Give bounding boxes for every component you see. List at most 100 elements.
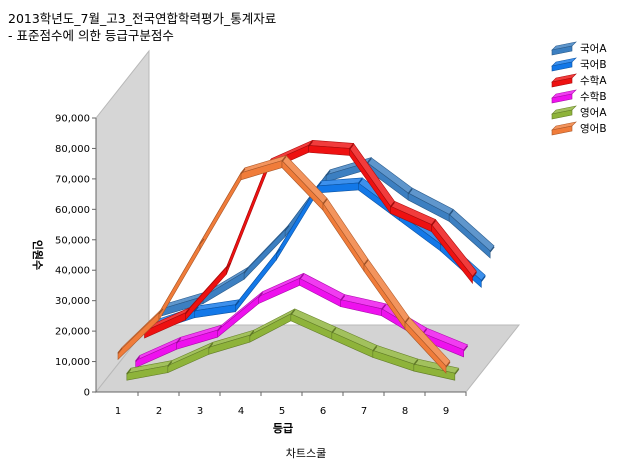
chart-axes (95, 118, 466, 393)
series-3 (144, 140, 477, 339)
data-point (217, 325, 223, 332)
legend-swatch (551, 109, 573, 120)
legend-label: 수학B (580, 91, 607, 103)
data-point (117, 348, 123, 354)
series-5 (126, 308, 460, 381)
x-tick-label: 4 (238, 406, 244, 417)
legend-label: 영어B (580, 123, 607, 135)
legend-label: 수학A (580, 75, 607, 87)
ribbon-face (431, 223, 473, 285)
legend-swatch (551, 93, 573, 104)
chart-title: 2013학년도_7월_고3_전국연합학력평가_통계자료 (8, 11, 277, 26)
data-point (372, 346, 378, 352)
data-point (193, 306, 199, 313)
legend-label: 국어B (580, 59, 607, 71)
chart-footer: 차트스쿨 (286, 447, 326, 460)
data-point (290, 309, 296, 316)
x-tick-label: 7 (361, 406, 367, 417)
legend-label: 영어A (580, 107, 607, 119)
y-axis-label: 인원수 (31, 240, 45, 270)
data-point (299, 273, 305, 280)
y-tick-label: 70,000 (55, 174, 90, 185)
data-point (363, 259, 369, 266)
x-tick-label: 5 (279, 406, 285, 417)
y-tick-label: 50,000 (55, 235, 90, 246)
data-point (226, 262, 231, 269)
legend-item: 수학B (551, 89, 607, 104)
y-tick-label: 0 (84, 388, 90, 399)
data-point (349, 144, 354, 150)
data-point (366, 158, 372, 164)
data-point (480, 275, 486, 282)
ribbon-face (448, 213, 491, 259)
data-point (340, 295, 346, 301)
data-point (381, 304, 387, 311)
data-point (404, 317, 410, 324)
legend-item: 국어B (551, 57, 607, 72)
legend-swatch (551, 61, 573, 72)
chart-series-group (117, 140, 495, 381)
data-point (281, 156, 287, 162)
ribbon-face (322, 202, 365, 273)
data-point (322, 198, 328, 205)
floor (94, 324, 521, 393)
legend-swatch (551, 125, 573, 136)
data-point (208, 342, 214, 349)
x-tick-label: 6 (320, 406, 326, 417)
chart-subtitle: - 표준점수에 의한 등급구분점수 (8, 28, 174, 43)
data-point (249, 330, 255, 337)
data-point (448, 210, 454, 216)
data-point (199, 238, 205, 245)
data-point (258, 292, 264, 298)
data-point (185, 308, 190, 315)
legend-item: 국어A (551, 41, 607, 56)
x-axis-ticks: 1 2 3 4 5 6 7 8 9 (115, 392, 467, 417)
data-point (167, 361, 173, 367)
y-tick-label: 90,000 (55, 114, 90, 125)
legend-swatch (551, 77, 573, 88)
y-tick-label: 30,000 (55, 296, 90, 307)
data-point (407, 188, 413, 195)
data-point (135, 356, 141, 362)
legend-item: 수학A (551, 73, 607, 88)
x-tick-label: 2 (156, 406, 162, 417)
data-point (454, 368, 460, 375)
data-point (126, 368, 132, 375)
ribbon-face (404, 321, 447, 374)
y-tick-label: 20,000 (55, 327, 90, 338)
legend-label: 국어A (580, 43, 607, 55)
ribbon-face (413, 363, 456, 381)
x-axis-label: 등급 (273, 422, 293, 435)
data-point (431, 220, 436, 226)
data-point (331, 327, 337, 334)
y-tick-label: 40,000 (55, 266, 90, 277)
legend-item: 영어B (551, 121, 607, 136)
data-point (489, 246, 495, 253)
legend: 국어A 국어B 수학A 수학B 영어A 영어B (551, 41, 607, 136)
y-axis-ticks: 0 10,000 20,000 30,000 40,000 50,000 60,000 70,… (55, 114, 96, 399)
y-tick-label: 80,000 (55, 144, 90, 155)
ribbon-top (448, 208, 495, 252)
y-tick-label: 10,000 (55, 357, 90, 368)
data-point (413, 359, 419, 366)
data-point (275, 248, 281, 255)
data-point (390, 201, 395, 208)
data-point (445, 361, 451, 368)
data-point (176, 337, 182, 344)
data-point (158, 308, 164, 315)
data-point (308, 141, 313, 147)
ribbon-top (322, 197, 369, 265)
data-point (316, 181, 322, 188)
y-tick-label: 60,000 (55, 205, 90, 216)
x-tick-label: 9 (443, 406, 449, 417)
x-tick-label: 3 (197, 406, 203, 417)
ribbon-face (363, 263, 406, 330)
data-point (325, 170, 331, 177)
data-point (243, 267, 249, 274)
series-6 (117, 155, 451, 374)
ribbon-top (281, 155, 328, 204)
x-tick-label: 1 (115, 406, 121, 417)
data-point (234, 300, 240, 307)
legend-swatch (551, 45, 573, 56)
